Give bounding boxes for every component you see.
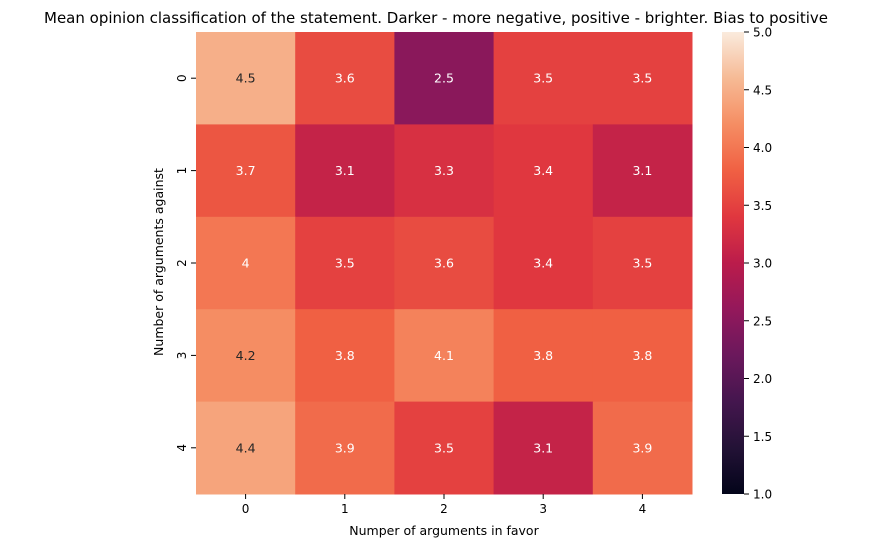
heatmap-cell [592,124,693,218]
heatmap-cell [295,309,395,403]
cell-value-label: 3.9 [335,440,355,455]
heatmap-cell [493,309,594,403]
heatmap-cell [493,124,594,218]
colorbar-tick-label: 1.5 [753,430,772,444]
cell-value-label: 3.4 [533,256,553,271]
colorbar-tick-label: 1.0 [753,488,772,502]
heatmap-cells: 4.5 3.6 2.5 3.5 3.5 3.7 3.1 3.3 3.4 3.1 4 3.5 3.6 3.4… [196,32,693,495]
y-tick-label: 3 [175,352,189,360]
heatmap-cell [394,32,495,125]
x-axis-ticks: 0 1 2 3 4 [242,494,646,516]
y-axis-label: Number of arguments against [151,168,166,356]
heatmap-cell [592,216,693,310]
heatmap-cell [592,309,693,403]
cell-value-label: 3.5 [434,440,454,455]
heatmap-cell [295,124,395,218]
x-tick-label: 2 [440,502,448,516]
cell-value-label: 3.5 [632,71,652,86]
heatmap-cell [592,32,693,125]
heatmap-cell [493,32,594,125]
cell-value-label: 3.1 [533,440,553,455]
colorbar-tick-label: 2.5 [753,314,772,328]
heatmap-cell [196,309,296,403]
cell-value-label: 3.8 [533,348,553,363]
cell-value-label: 3.6 [434,256,454,271]
x-axis-label: Numper of arguments in favor [349,523,539,538]
heatmap-cell [493,216,594,310]
heatmap-cell [394,309,495,403]
colorbar-tick-label: 3.5 [753,199,772,213]
cell-value-label: 3.8 [632,348,652,363]
cell-value-label: 3.7 [236,163,256,178]
cell-value-label: 3.5 [335,256,355,271]
cell-value-label: 3.3 [434,163,454,178]
colorbar-tick-label: 3.0 [753,257,772,271]
heatmap-cell [394,216,495,310]
y-tick-label: 1 [175,167,189,175]
cell-value-label: 3.4 [533,163,553,178]
y-tick-label: 2 [175,259,189,267]
y-tick-label: 4 [175,444,189,452]
cell-value-label: 3.1 [632,163,652,178]
x-tick-label: 4 [639,502,647,516]
cell-value-label: 3.5 [533,71,553,86]
cell-value-label: 3.8 [335,348,355,363]
cell-value-label: 4.2 [236,348,256,363]
colorbar-tick-label: 4.0 [753,141,772,155]
y-tick-label: 0 [175,74,189,82]
heatmap-cell [592,401,693,495]
heatmap-cell [196,216,296,310]
cell-value-label: 4 [242,256,250,271]
cell-value-label: 3.1 [335,163,355,178]
x-tick-label: 3 [539,502,547,516]
cell-value-label: 4.1 [434,348,454,363]
cell-value-label: 2.5 [434,71,454,86]
colorbar-ticks: 1.0 1.5 2.0 2.5 3.0 3.5 4.0 4.5 5.0 [744,26,772,502]
cell-value-label: 4.5 [236,71,256,86]
heatmap-cell [295,32,395,125]
cell-value-label: 3.9 [632,440,652,455]
colorbar [722,32,744,494]
heatmap-cell [493,401,594,495]
heatmap-cell [394,124,495,218]
heatmap-cell [196,401,296,495]
heatmap-cell [196,32,296,125]
colorbar-tick-label: 2.0 [753,372,772,386]
colorbar-tick-label: 4.5 [753,83,772,97]
heatmap-cell [295,401,395,495]
cell-value-label: 4.4 [236,440,256,455]
cell-value-label: 3.6 [335,71,355,86]
y-axis-ticks: 0 1 2 3 4 [175,74,196,452]
heatmap-cell [394,401,495,495]
heatmap-cell [295,216,395,310]
cell-value-label: 3.5 [632,256,652,271]
chart-title: Mean opinion classification of the state… [44,9,828,27]
x-tick-label: 1 [341,502,349,516]
colorbar-tick-label: 5.0 [753,26,772,40]
x-tick-label: 0 [242,502,250,516]
heatmap-cell [196,124,296,218]
